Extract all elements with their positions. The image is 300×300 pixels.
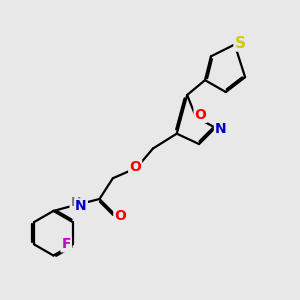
Text: N: N xyxy=(215,122,226,136)
Text: O: O xyxy=(195,108,206,122)
Text: S: S xyxy=(235,35,246,50)
Text: H: H xyxy=(70,196,81,209)
Text: N: N xyxy=(75,200,87,214)
Text: O: O xyxy=(114,209,126,223)
Text: O: O xyxy=(129,160,141,174)
Text: F: F xyxy=(61,237,71,251)
